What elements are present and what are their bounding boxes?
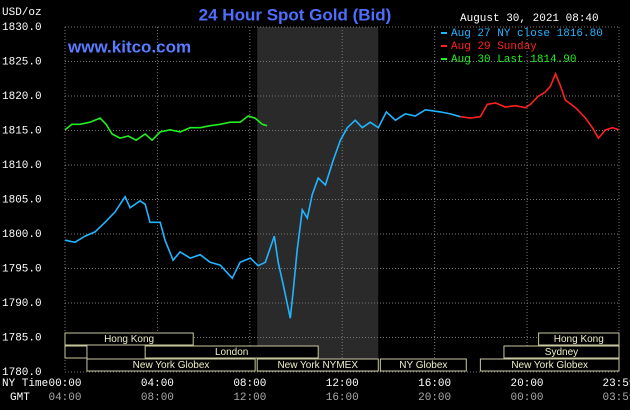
legend-entry: Aug 27 NY close 1816.80 <box>451 28 603 40</box>
y-tick-label: 1805.0 <box>2 194 42 206</box>
y-tick-label: 1820.0 <box>2 91 42 103</box>
price-line <box>460 71 620 140</box>
y-tick-label: 1815.0 <box>2 125 42 137</box>
y-tick-label: 1830.0 <box>2 22 42 34</box>
session-label: NY Globex <box>399 360 447 371</box>
x-tick-label: 12:00 <box>326 378 359 390</box>
price-line <box>64 108 461 319</box>
session-bar <box>256 358 379 372</box>
x-tick-label: 04:00 <box>141 378 174 390</box>
session-label: New York Globex <box>511 360 588 371</box>
session-bar <box>379 358 467 372</box>
session-label: London <box>215 347 248 358</box>
x-tick-label-gmt: 16:00 <box>326 392 359 404</box>
x-tick-label: 08:00 <box>233 378 266 390</box>
session-label: Hong Kong <box>104 334 154 345</box>
y-tick-label: 1790.0 <box>2 298 42 310</box>
x-tick-label-gmt: 00:00 <box>511 392 544 404</box>
session-bar <box>503 345 620 359</box>
session-bar <box>64 345 88 359</box>
session-bar <box>538 332 620 346</box>
legend-entry: Aug 29 Sunday <box>451 41 537 53</box>
x-row-label: NY Time <box>2 378 48 390</box>
session-label: New York NYMEX <box>277 360 358 371</box>
session-label: Sydney <box>545 347 578 358</box>
y-tick-label: 1795.0 <box>2 263 42 275</box>
x-tick-label-gmt: 03:59 <box>602 392 630 404</box>
legend-entry: Aug 30 Last 1814.90 <box>451 54 576 66</box>
watermark: www.kitco.com <box>67 37 191 56</box>
y-tick-label: 1825.0 <box>2 56 42 68</box>
session-label: New York Globex <box>133 360 210 371</box>
session-label: Hong Kong <box>554 334 604 345</box>
plot-area: 1780.0 1785.0 1790.0 1795.0 1800.0 1805.0 1810… <box>2 22 630 404</box>
y-tick-label: 1810.0 <box>2 160 42 172</box>
y-tick-label: 1780.0 <box>2 367 42 379</box>
session-bar <box>479 358 620 372</box>
x-row-label: GMT <box>10 392 30 404</box>
x-tick-label-gmt: 08:00 <box>141 392 174 404</box>
y-tick-label: 1800.0 <box>2 229 42 241</box>
x-tick-label: 23:59 <box>602 378 630 390</box>
x-tick-label: 20:00 <box>511 378 544 390</box>
x-tick-label-gmt: 20:00 <box>418 392 451 404</box>
x-tick-label: 16:00 <box>418 378 451 390</box>
price-line <box>64 115 268 142</box>
chart-title: 24 Hour Spot Gold (Bid) <box>199 5 392 24</box>
timestamp: August 30, 2021 08:40 <box>460 13 599 25</box>
y-axis-label: USD/oz <box>2 7 42 19</box>
session-bar <box>144 345 319 359</box>
session-bar <box>64 332 194 346</box>
x-tick-label: 00:00 <box>48 378 81 390</box>
y-tick-label: 1785.0 <box>2 332 42 344</box>
x-tick-label-gmt: 12:00 <box>233 392 266 404</box>
x-tick-label-gmt: 04:00 <box>48 392 81 404</box>
session-bar <box>86 358 256 372</box>
